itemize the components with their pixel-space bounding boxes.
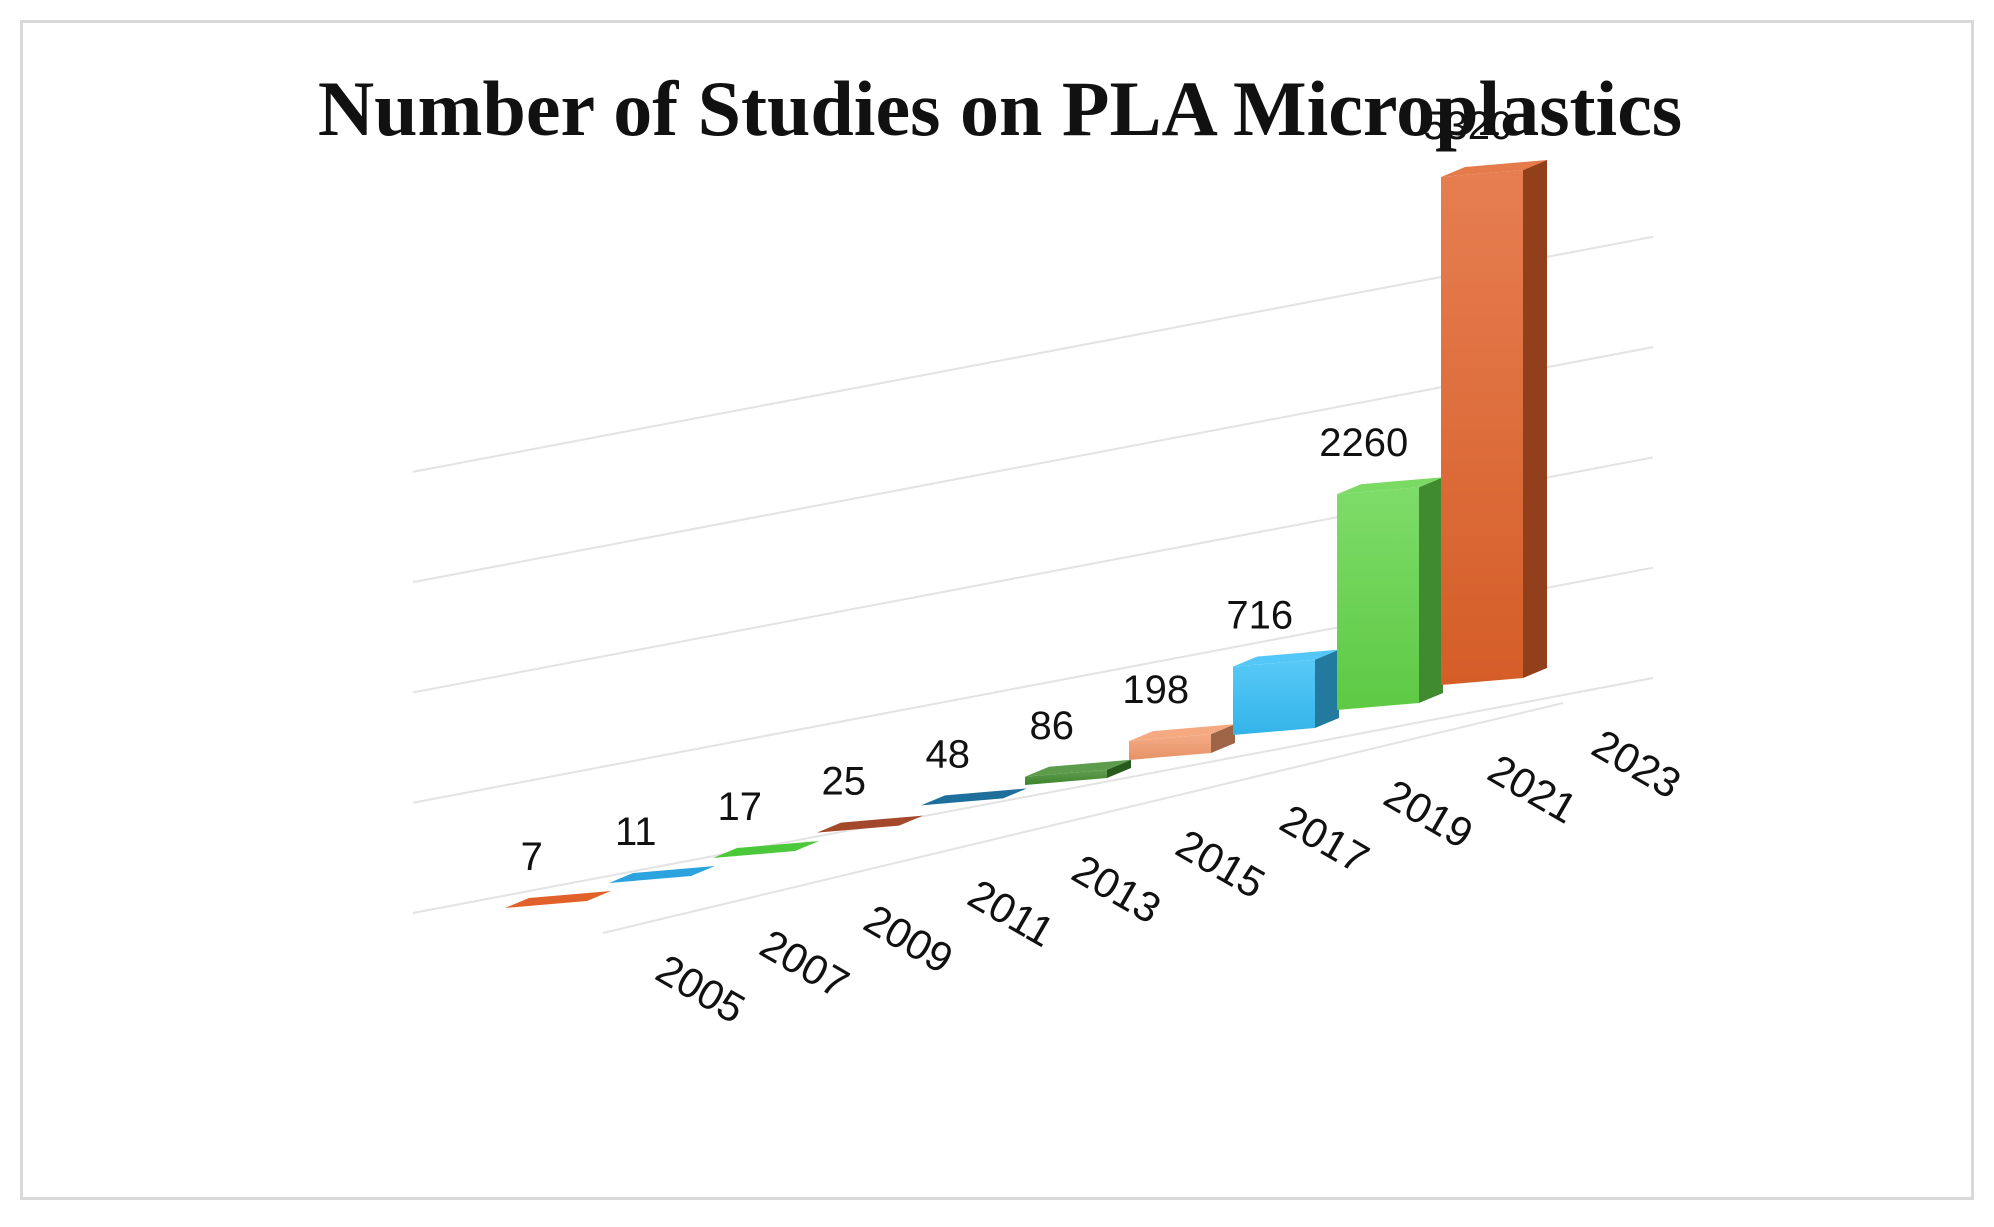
chart-frame: Number of Studies on PLA Microplastics 7… xyxy=(20,20,1974,1200)
bar-top-2007 xyxy=(609,866,715,883)
bar-2023 xyxy=(1441,160,1547,685)
grid-layer xyxy=(412,235,1654,934)
value-label-2023: 5320 xyxy=(1423,104,1512,148)
bar-top-2023 xyxy=(1441,160,1547,177)
bar-top-2013 xyxy=(921,788,1027,806)
bar-side-2017 xyxy=(1211,724,1235,753)
tick-label-2013: 2013 xyxy=(1065,845,1169,932)
bar-top-2011 xyxy=(817,815,923,833)
tick-label-2019: 2019 xyxy=(1377,770,1481,857)
bar-2013 xyxy=(921,788,1027,806)
tick-label-2017: 2017 xyxy=(1273,795,1377,882)
bar-top-2017 xyxy=(1129,724,1235,742)
bar-top-2021 xyxy=(1337,477,1443,495)
bar-top-2005 xyxy=(505,891,611,908)
bar-side-2023 xyxy=(1523,160,1547,678)
tick-label-2007: 2007 xyxy=(753,920,857,1007)
bar-front-2021 xyxy=(1337,487,1419,710)
bar-top-2009 xyxy=(713,841,819,858)
value-label-2013: 48 xyxy=(926,732,971,776)
bar-top-2019 xyxy=(1233,649,1339,667)
chart-title: Number of Studies on PLA Microplastics xyxy=(318,65,1682,152)
value-labels: 7 11 17 25 48 86 198 716 2260 5320 xyxy=(521,104,1513,879)
value-label-2009: 17 xyxy=(718,785,763,829)
bar-2019 xyxy=(1233,649,1339,735)
bar-2005 xyxy=(505,891,611,908)
value-label-2007: 11 xyxy=(615,810,657,854)
bar-front-2015 xyxy=(1025,769,1107,785)
bar-2017 xyxy=(1129,724,1235,760)
x-axis-ticks: 2005 2007 2009 2011 2013 2015 2017 2019 2021 2023 xyxy=(649,720,1689,1032)
chart-svg: Number of Studies on PLA Microplastics 7… xyxy=(318,65,1689,1033)
bar-2011 xyxy=(817,815,923,833)
bar-2009 xyxy=(713,841,819,858)
value-label-2015: 86 xyxy=(1030,704,1075,748)
bar-top-2015 xyxy=(1025,759,1131,777)
bar-2021 xyxy=(1337,477,1443,710)
value-label-2017: 198 xyxy=(1122,668,1189,712)
value-label-2005: 7 xyxy=(521,835,543,879)
tick-label-2005: 2005 xyxy=(649,945,753,1032)
bar-front-2019 xyxy=(1233,659,1315,735)
value-label-2011: 25 xyxy=(822,760,867,804)
tick-label-2011: 2011 xyxy=(961,870,1063,956)
tick-label-2009: 2009 xyxy=(857,895,961,982)
tick-label-2015: 2015 xyxy=(1169,820,1273,907)
gridline xyxy=(412,677,1654,914)
bars-layer xyxy=(505,160,1547,908)
tick-label-2023: 2023 xyxy=(1585,720,1689,807)
value-label-2019: 716 xyxy=(1226,594,1293,638)
bar-front-2023 xyxy=(1441,170,1523,685)
bar-2015 xyxy=(1025,759,1131,785)
bar-side-2019 xyxy=(1315,649,1339,728)
bar-side-2021 xyxy=(1419,477,1443,703)
tick-label-2021: 2021 xyxy=(1481,745,1585,832)
floor-edge xyxy=(602,702,1564,934)
bar-side-2015 xyxy=(1107,759,1131,778)
value-label-2021: 2260 xyxy=(1319,421,1408,465)
bar-2007 xyxy=(609,866,715,883)
bar-front-2017 xyxy=(1129,734,1211,760)
